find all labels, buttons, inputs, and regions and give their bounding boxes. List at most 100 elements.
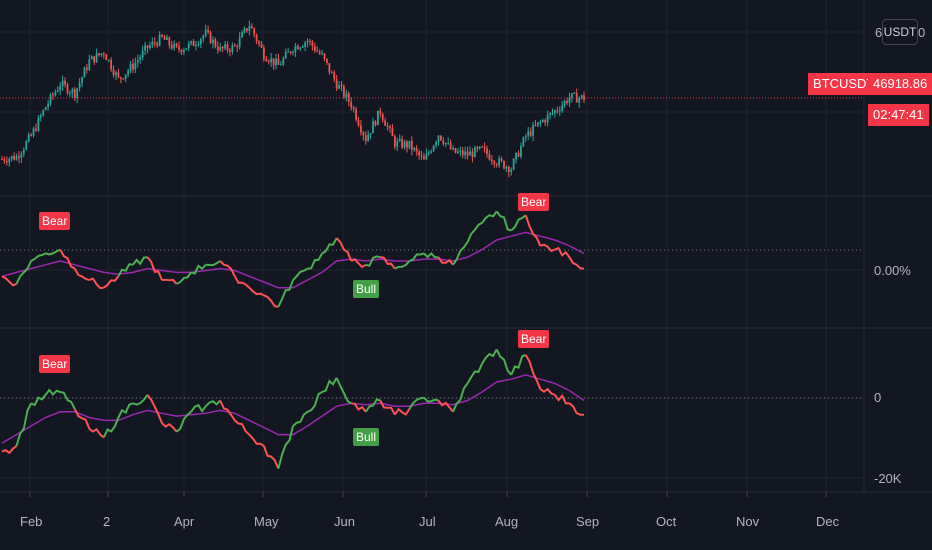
candle-body [570,93,573,98]
pane2-oscillator-segment [394,260,411,270]
bull-signal-tag: Bull [353,280,380,298]
candle-body [350,101,353,108]
candle-body [282,58,285,65]
pane3-oscillator-segment [102,417,120,438]
candle-body [243,28,246,33]
candle-body [93,56,96,63]
candle-body [442,140,445,145]
pane2-oscillator-segment [73,268,90,282]
candle-body [129,63,132,71]
candle-body [42,110,45,116]
candle-body [212,39,214,44]
candle-body [459,150,462,152]
bear-signal-tag: Bear [518,330,550,348]
pane2-oscillator-segment [248,286,265,297]
candle-body [100,53,103,56]
candle-body [284,51,287,59]
candle-body [527,131,530,137]
candle-body [333,72,336,80]
candle-body [265,59,268,62]
x-tick-label: Jun [334,514,355,529]
pane2-signal-line [1,231,585,289]
candle-body [173,43,176,49]
pane2-oscillator-segment [161,278,178,285]
candle-body [418,151,420,156]
candle-body [5,161,8,163]
candle-body [575,92,578,103]
candle-body [292,51,294,53]
x-tick-label: Oct [656,514,677,529]
pane2-oscillator-segment [452,241,469,266]
candle-body [229,50,231,52]
candle-body [166,37,168,40]
candle-body [49,94,52,104]
candle-body [415,148,418,152]
candle-body [144,45,146,51]
candle-body [541,119,544,122]
candle-body [464,151,467,156]
candle-body [408,140,411,148]
candle-body [35,128,37,131]
bear-signal-tag: Bear [39,355,71,373]
candle-body [546,114,549,123]
candle-body [267,61,270,63]
candle-body [76,88,79,98]
candle-body [524,136,527,138]
candle-body [182,49,185,53]
pane2-oscillator-segment [59,249,76,270]
pane2-oscillator-segment [350,257,367,269]
candle-body [168,37,171,46]
candle-body [127,70,129,75]
pane3-oscillator-segment [146,394,163,424]
candle-body [161,34,163,37]
candle-body [98,53,100,56]
candle-body [343,85,345,97]
candle-body [170,45,173,49]
pane3-oscillator-segment [60,391,76,410]
candle-body [136,59,139,63]
pane3-oscillator-segment [88,427,105,439]
candle-body [102,53,105,55]
pane3-signal-line [1,374,585,444]
pane2-oscillator-segment [554,246,571,258]
candle-body [401,139,404,148]
candle-body [180,49,183,53]
pane2-oscillator-segment [117,263,134,277]
candle-body [112,69,115,76]
candle-body [311,41,314,47]
candle-body [522,137,525,147]
candle-body [420,155,423,157]
pane2-oscillator-segment [365,255,381,267]
candle-body [204,29,207,36]
pane2-oscillator-segment [409,252,425,262]
candle-body [214,39,217,47]
candle-body [335,79,338,89]
candle-body [241,32,243,38]
x-tick-label: Apr [174,514,195,529]
pane2-oscillator-segment [233,275,250,289]
candle-body [435,141,437,146]
candle-body [90,56,93,60]
pane3-oscillator-segment [234,419,250,436]
candle-body [376,110,379,126]
pane3-oscillator-segment [510,354,527,376]
candle-body [338,85,340,89]
candle-body [279,64,282,66]
candle-body [236,46,239,48]
candle-body [473,147,476,158]
pane2-zero-label: 0.00% [874,263,911,278]
candle-body [583,95,585,100]
candle-body [578,98,581,103]
candle-body [73,89,76,98]
currency-selector-button[interactable]: USDT [882,19,918,45]
candle-body [197,44,200,46]
pane2-oscillator-segment [568,256,585,270]
candle-body [124,74,127,79]
price-axis-partial-label: 6 [875,25,883,40]
candle-body [78,82,81,89]
candle-body [529,131,532,136]
x-tick-label: Nov [736,514,760,529]
candle-body [539,121,542,123]
pane2-oscillator-segment [103,275,120,289]
